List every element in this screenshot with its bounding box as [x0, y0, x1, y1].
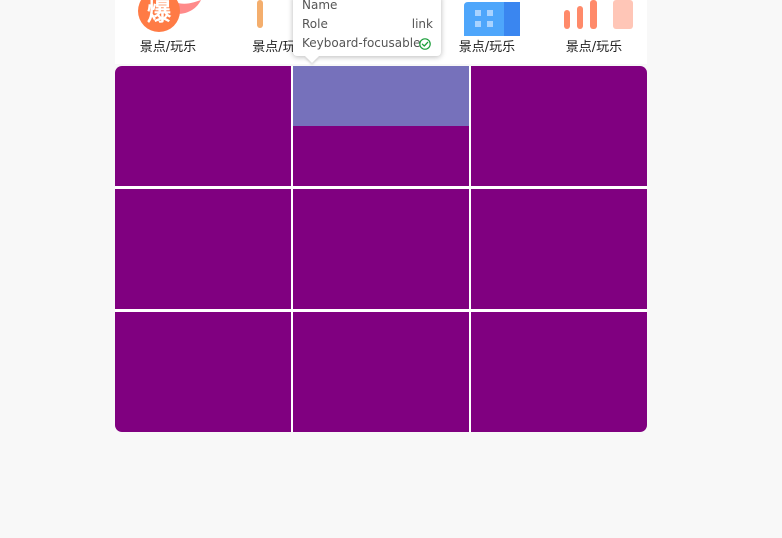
inspect-tooltip: Name Role link Keyboard-focusable [293, 0, 441, 56]
category-label: 景点/玩乐 [458, 40, 516, 55]
category-item-5[interactable]: 景点/玩乐 [541, 0, 647, 64]
tooltip-role-key: Role [302, 17, 328, 31]
tile-r2-c1[interactable] [115, 189, 291, 309]
tooltip-name-key: Name [302, 0, 338, 12]
category-label: 景点/玩乐 [139, 40, 197, 55]
hot-icon-text: 爆 [147, 0, 172, 26]
tooltip-focusable-key: Keyboard-focusable [302, 36, 421, 50]
building-icon [464, 2, 520, 36]
tooltip-row-role: Role link [302, 15, 433, 34]
check-circle-icon [419, 38, 431, 50]
tile-r1-c1[interactable] [115, 66, 291, 186]
tile-r2-c2[interactable] [293, 189, 469, 309]
category-item-4[interactable]: 景点/玩乐 [434, 0, 540, 64]
tile-grid [115, 66, 647, 432]
tooltip-role-value: link [411, 17, 433, 31]
tile-r3-c2[interactable] [293, 312, 469, 432]
category-label: 景点/玩 [252, 40, 296, 55]
category-label: 景点/玩乐 [565, 40, 623, 55]
category-item-1[interactable]: 爆 景点/玩乐 [115, 0, 221, 64]
tile-r1-c2[interactable] [293, 66, 469, 186]
pencil-icon [257, 0, 263, 28]
tile-r3-c3[interactable] [471, 312, 647, 432]
tooltip-row-name: Name [302, 0, 433, 15]
tile-r3-c1[interactable] [115, 312, 291, 432]
hot-fire-icon: 爆 [138, 0, 201, 32]
tile-r1-c3[interactable] [471, 66, 647, 186]
tile-r2-c3[interactable] [471, 189, 647, 309]
tooltip-row-focusable: Keyboard-focusable [302, 34, 433, 53]
bar-chart-icon [564, 0, 633, 29]
category-item-2[interactable]: 景点/玩 [221, 0, 327, 64]
